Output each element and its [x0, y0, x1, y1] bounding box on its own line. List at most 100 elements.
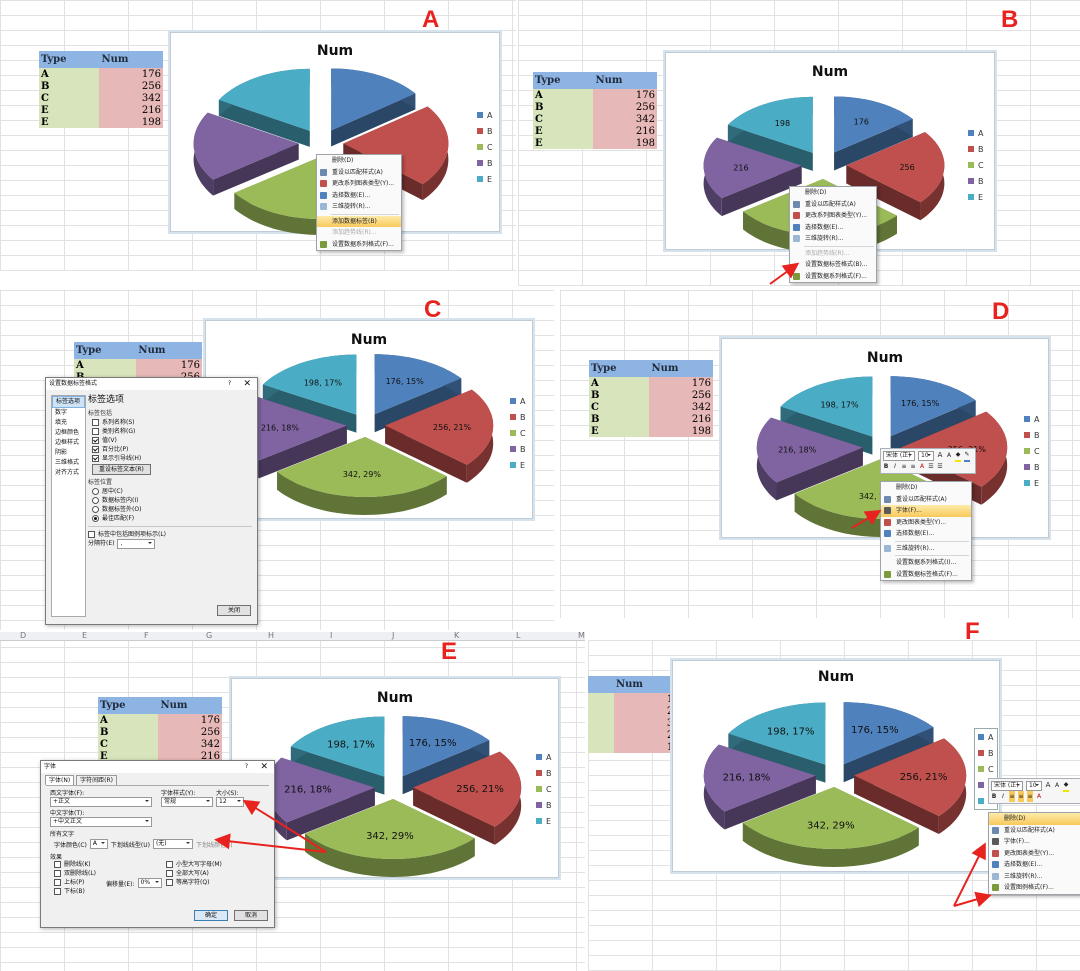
legend-entry[interactable]: C: [536, 781, 552, 797]
legend-key-checkbox[interactable]: [88, 531, 95, 538]
type-cell[interactable]: B: [589, 389, 650, 401]
pie-slice[interactable]: [703, 744, 816, 830]
data-label[interactable]: 198, 17%: [327, 739, 375, 750]
legend-entry[interactable]: B: [510, 409, 526, 425]
menu-item[interactable]: 选择数据(E)...: [989, 859, 1080, 871]
column-letter[interactable]: K: [454, 632, 460, 640]
legend-key-option[interactable]: 标签中包括图例项标示(L): [88, 530, 252, 539]
type-header[interactable]: Type: [533, 72, 594, 89]
num-header[interactable]: Num: [158, 697, 222, 714]
legend-entry[interactable]: A: [477, 107, 493, 123]
dialog-nav-item[interactable]: 数字: [55, 409, 68, 416]
num-cell[interactable]: 216: [158, 750, 222, 762]
font-style-select[interactable]: 常规: [161, 797, 213, 807]
pie-chart[interactable]: 176, 15% 198, 17% 256, 21% 216, 18% 342, 29%: [206, 321, 532, 518]
chart-title[interactable]: Num: [376, 690, 414, 706]
type-cell[interactable]: A: [98, 714, 159, 726]
menu-item[interactable]: 设置图例格式(F)...: [989, 882, 1080, 894]
data-label[interactable]: 256, 21%: [433, 423, 472, 432]
menu-item[interactable]: 三维旋转(R)...: [790, 233, 876, 245]
effect-checkbox[interactable]: [54, 879, 61, 886]
legend-entry[interactable]: B: [978, 745, 994, 761]
type-header[interactable]: Type: [74, 342, 137, 359]
underline-select[interactable]: (无): [152, 839, 193, 849]
dialog-nav-item[interactable]: 标签选项: [52, 396, 85, 408]
label-option[interactable]: 百分比(P): [92, 445, 252, 454]
column-letter[interactable]: F: [144, 632, 149, 640]
option-checkbox[interactable]: [92, 428, 99, 435]
close-button[interactable]: 关闭: [216, 605, 251, 616]
column-letter[interactable]: E: [82, 632, 88, 640]
legend-entry[interactable]: B: [968, 173, 984, 189]
pie-slice[interactable]: [843, 702, 934, 783]
dialog-nav-item[interactable]: 阴影: [55, 449, 68, 456]
font-name-select[interactable]: 宋体 (正): [883, 450, 915, 461]
data-label[interactable]: 176, 15%: [409, 738, 457, 749]
chart-area[interactable]: Num 176, 15%198, 17%256, 21%216, 18%342,…: [719, 336, 1051, 540]
option-checkbox[interactable]: [92, 437, 99, 444]
type-cell[interactable]: B: [589, 413, 650, 425]
pie-slice[interactable]: [277, 436, 447, 515]
pie-slice[interactable]: [846, 132, 945, 221]
menu-item[interactable]: 字体(F)...: [989, 836, 1080, 848]
effect-checkbox[interactable]: [166, 861, 173, 868]
legend-entry[interactable]: C: [1024, 443, 1040, 459]
legend-entry[interactable]: B: [1024, 459, 1040, 475]
fill-color-icon[interactable]: ◆: [955, 449, 961, 462]
menu-item[interactable]: 添加数据标签(B): [317, 215, 401, 227]
menu-item[interactable]: 更改图表类型(Y)...: [989, 848, 1080, 860]
data-label[interactable]: 176, 15%: [901, 399, 940, 408]
list-icon[interactable]: ☰: [928, 463, 934, 470]
pie-slice[interactable]: [385, 389, 494, 483]
chart-title[interactable]: Num: [350, 332, 388, 348]
num-cell[interactable]: 198: [99, 116, 163, 128]
legend-entry[interactable]: C: [978, 761, 994, 777]
data-label[interactable]: 256, 21%: [900, 772, 948, 783]
menu-item[interactable]: 更改图表类型(Y)...: [881, 517, 971, 529]
menu-item[interactable]: 设置数据标签格式(B)...: [790, 259, 876, 271]
type-cell[interactable]: E: [98, 750, 159, 762]
effect-checkbox[interactable]: [54, 870, 61, 877]
num-cell[interactable]: 256: [99, 80, 163, 92]
menu-item[interactable]: 选择数据(E)...: [881, 528, 971, 540]
offset-input[interactable]: 0%: [137, 878, 162, 888]
type-cell[interactable]: [588, 705, 614, 717]
type-cell[interactable]: E: [533, 137, 594, 149]
menu-item[interactable]: 设置数据标签格式(F)...: [881, 569, 971, 581]
data-label[interactable]: 176: [854, 117, 869, 126]
data-label[interactable]: 216, 18%: [778, 445, 817, 454]
legend-entry[interactable]: E: [1024, 475, 1040, 491]
pie-chart[interactable]: 176, 15% 198, 17% 256, 21% 216, 18% 342, 29%: [673, 661, 999, 871]
type-cell[interactable]: E: [39, 116, 100, 128]
data-label[interactable]: 342, 29%: [366, 831, 414, 842]
pie-slice[interactable]: [262, 354, 357, 433]
pie-slice[interactable]: [374, 354, 462, 433]
legend-entry[interactable]: B: [477, 155, 493, 171]
type-cell[interactable]: [588, 717, 614, 729]
effect-option[interactable]: 删除线(K): [54, 860, 96, 869]
option-radio[interactable]: [92, 506, 99, 513]
chart-area[interactable]: Num 176, 15%198, 17%256, 21%216, 18%342,…: [229, 676, 561, 880]
menu-item[interactable]: 设置数据系列格式(I)...: [881, 557, 971, 569]
pie-slice[interactable]: [854, 738, 967, 835]
effect-option[interactable]: 小型大写字母(M): [166, 860, 222, 869]
menu-item[interactable]: 三维旋转(R)...: [881, 543, 971, 555]
menu-item[interactable]: 删除(D): [881, 482, 971, 494]
pie-slice[interactable]: [331, 68, 416, 147]
type-header[interactable]: Type: [589, 360, 650, 377]
line-color-icon[interactable]: ✎: [964, 449, 970, 462]
legend-entry[interactable]: A: [510, 393, 526, 409]
menu-item[interactable]: 添加趋势线(R)...: [790, 248, 876, 260]
option-checkbox[interactable]: [92, 446, 99, 453]
pie-slice[interactable]: [727, 96, 813, 171]
legend-entry[interactable]: A: [1024, 411, 1040, 427]
label-option[interactable]: 值(V): [92, 436, 252, 445]
data-label[interactable]: 256: [899, 163, 914, 172]
effect-checkbox[interactable]: [54, 861, 61, 868]
menu-item[interactable]: 选择数据(E)...: [317, 190, 401, 202]
menu-item[interactable]: 删除(D): [317, 155, 401, 167]
menu-item[interactable]: 添加趋势线(R)...: [317, 227, 401, 239]
